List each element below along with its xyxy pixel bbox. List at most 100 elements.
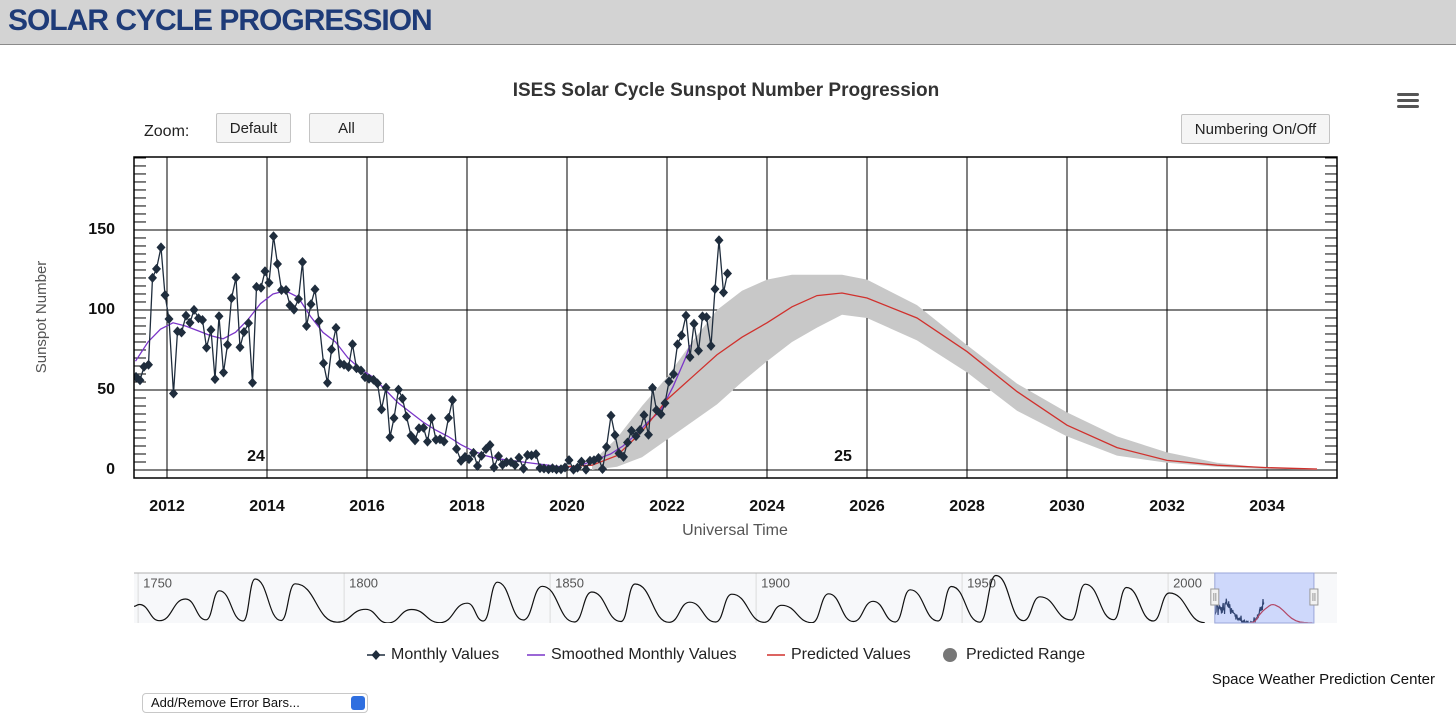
data-point	[239, 327, 249, 338]
navigator-handle[interactable]	[1210, 588, 1220, 606]
data-point	[519, 463, 528, 474]
credits: Space Weather Prediction Center	[1212, 671, 1435, 688]
data-point	[189, 304, 199, 315]
data-point	[219, 367, 228, 378]
data-point	[327, 344, 336, 355]
data-point	[581, 464, 591, 475]
data-point	[660, 398, 670, 409]
y-tick-label: 100	[88, 301, 115, 318]
data-point	[398, 393, 407, 404]
navigator-selection	[1214, 572, 1315, 624]
data-point	[602, 441, 611, 452]
numbering-button[interactable]: Numbering On/Off	[1181, 114, 1330, 144]
legend-item: Smoothed Monthly Values	[527, 646, 737, 663]
data-point	[714, 235, 724, 246]
data-point	[281, 284, 291, 295]
x-tick-label: 2034	[1249, 498, 1285, 515]
data-point	[402, 411, 411, 422]
data-point	[356, 365, 366, 376]
data-point	[639, 410, 649, 421]
data-point	[694, 345, 703, 356]
data-point	[494, 451, 503, 462]
navigator-tick-label: 1850	[555, 575, 584, 590]
grid	[134, 157, 1337, 478]
data-point	[719, 287, 728, 298]
data-point	[134, 371, 141, 382]
y-axis-title: Sunspot Number	[33, 261, 50, 374]
data-point	[469, 447, 478, 458]
data-point	[610, 430, 620, 441]
x-tick-label: 2012	[149, 498, 185, 515]
data-point	[514, 452, 524, 463]
data-point	[452, 443, 461, 454]
data-point	[344, 361, 353, 372]
zoom-label: Zoom:	[144, 123, 189, 140]
data-point	[439, 436, 449, 447]
data-point	[302, 320, 311, 331]
data-point	[389, 413, 399, 424]
data-point	[348, 339, 357, 350]
data-point	[427, 413, 436, 424]
data-point	[135, 375, 145, 386]
chart-title: ISES Solar Cycle Sunspot Number Progress…	[513, 80, 940, 101]
legend-symbol	[371, 650, 381, 660]
navigator-handle[interactable]	[1210, 588, 1220, 606]
data-point	[710, 284, 720, 295]
menu-icon[interactable]	[1397, 93, 1419, 108]
navigator-handle[interactable]	[1309, 588, 1319, 606]
cycle-number: 24	[247, 448, 265, 465]
data-point	[560, 462, 570, 473]
zoom-all-button[interactable]: All	[309, 113, 384, 143]
menu-bar[interactable]	[1397, 93, 1419, 96]
dropdown-arrow[interactable]	[351, 696, 365, 710]
data-point	[410, 435, 420, 446]
data-point	[227, 293, 236, 304]
data-point	[677, 330, 686, 341]
data-point	[256, 282, 266, 293]
data-point	[702, 312, 711, 323]
data-point	[177, 327, 186, 338]
data-point	[723, 268, 732, 279]
predicted-range	[592, 274, 1317, 470]
data-point	[564, 455, 574, 466]
legend-label: Predicted Range	[966, 646, 1085, 663]
data-point	[577, 456, 586, 467]
data-point	[681, 310, 691, 321]
data-point	[294, 293, 303, 304]
x-axis-title: Universal Time	[682, 522, 788, 539]
data-point	[169, 388, 178, 399]
data-point	[223, 339, 232, 350]
y-tick-label: 50	[97, 381, 115, 398]
data-point	[310, 284, 320, 295]
error-bars-dropdown[interactable]: Add/Remove Error Bars...	[142, 693, 368, 713]
navigator-handle[interactable]	[1309, 588, 1319, 606]
menu-bar[interactable]	[1397, 105, 1419, 108]
data-point	[181, 310, 191, 321]
data-point	[619, 451, 628, 462]
data-point	[635, 424, 645, 435]
navigator-plot	[134, 574, 1313, 623]
data-point	[319, 358, 328, 369]
zoom-default-button[interactable]: Default	[216, 113, 291, 143]
data-point	[306, 299, 316, 310]
x-tick-label: 2028	[949, 498, 985, 515]
x-tick-label: 2026	[849, 498, 885, 515]
data-point	[260, 266, 270, 277]
data-point	[273, 259, 282, 270]
data-point	[248, 377, 257, 388]
data-point	[202, 342, 211, 353]
data-point	[531, 449, 541, 460]
navigator-line	[134, 574, 1205, 623]
data-point	[231, 272, 241, 283]
x-tick-label: 2014	[249, 498, 285, 515]
data-point	[706, 340, 716, 351]
data-point	[160, 290, 170, 301]
data-point	[185, 317, 195, 328]
navigator-tick-label: 1950	[967, 575, 996, 590]
data-point	[656, 409, 666, 420]
x-tick-label: 2016	[349, 498, 385, 515]
navigator-line	[1250, 603, 1313, 623]
menu-bar[interactable]	[1397, 99, 1419, 102]
legend-label: Monthly Values	[391, 646, 499, 663]
